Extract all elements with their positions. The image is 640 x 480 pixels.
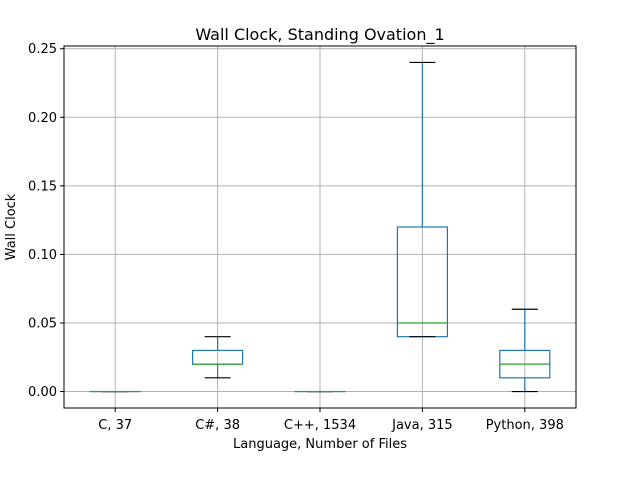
- y-axis: 0.00 0.05 0.10 0.15 0.20 0.25: [28, 42, 64, 400]
- y-tick-label: 0.00: [28, 385, 57, 400]
- y-tick-label: 0.25: [28, 42, 57, 57]
- x-axis-label: Language, Number of Files: [233, 437, 407, 452]
- y-tick-label: 0.10: [28, 248, 57, 263]
- x-axis: C, 37 C#, 38 C++, 1534 Java, 315 Python, 398: [98, 408, 564, 433]
- y-tick-label: 0.05: [28, 316, 57, 331]
- y-tick-label: 0.15: [28, 179, 57, 194]
- y-axis-label: Wall Clock: [4, 193, 19, 260]
- x-tick-label: Python, 398: [486, 418, 564, 433]
- y-tick-label: 0.20: [28, 111, 57, 126]
- box-4: [396, 61, 448, 338]
- x-tick-label: C, 37: [98, 418, 132, 433]
- box-2: [192, 336, 244, 379]
- x-tick-label: C++, 1534: [284, 418, 356, 433]
- x-tick-label: Java, 315: [391, 418, 453, 433]
- x-tick-label: C#, 38: [195, 418, 240, 433]
- chart-title: Wall Clock, Standing Ovation_1: [195, 25, 444, 45]
- box-5: [499, 308, 551, 393]
- boxes: [89, 61, 551, 393]
